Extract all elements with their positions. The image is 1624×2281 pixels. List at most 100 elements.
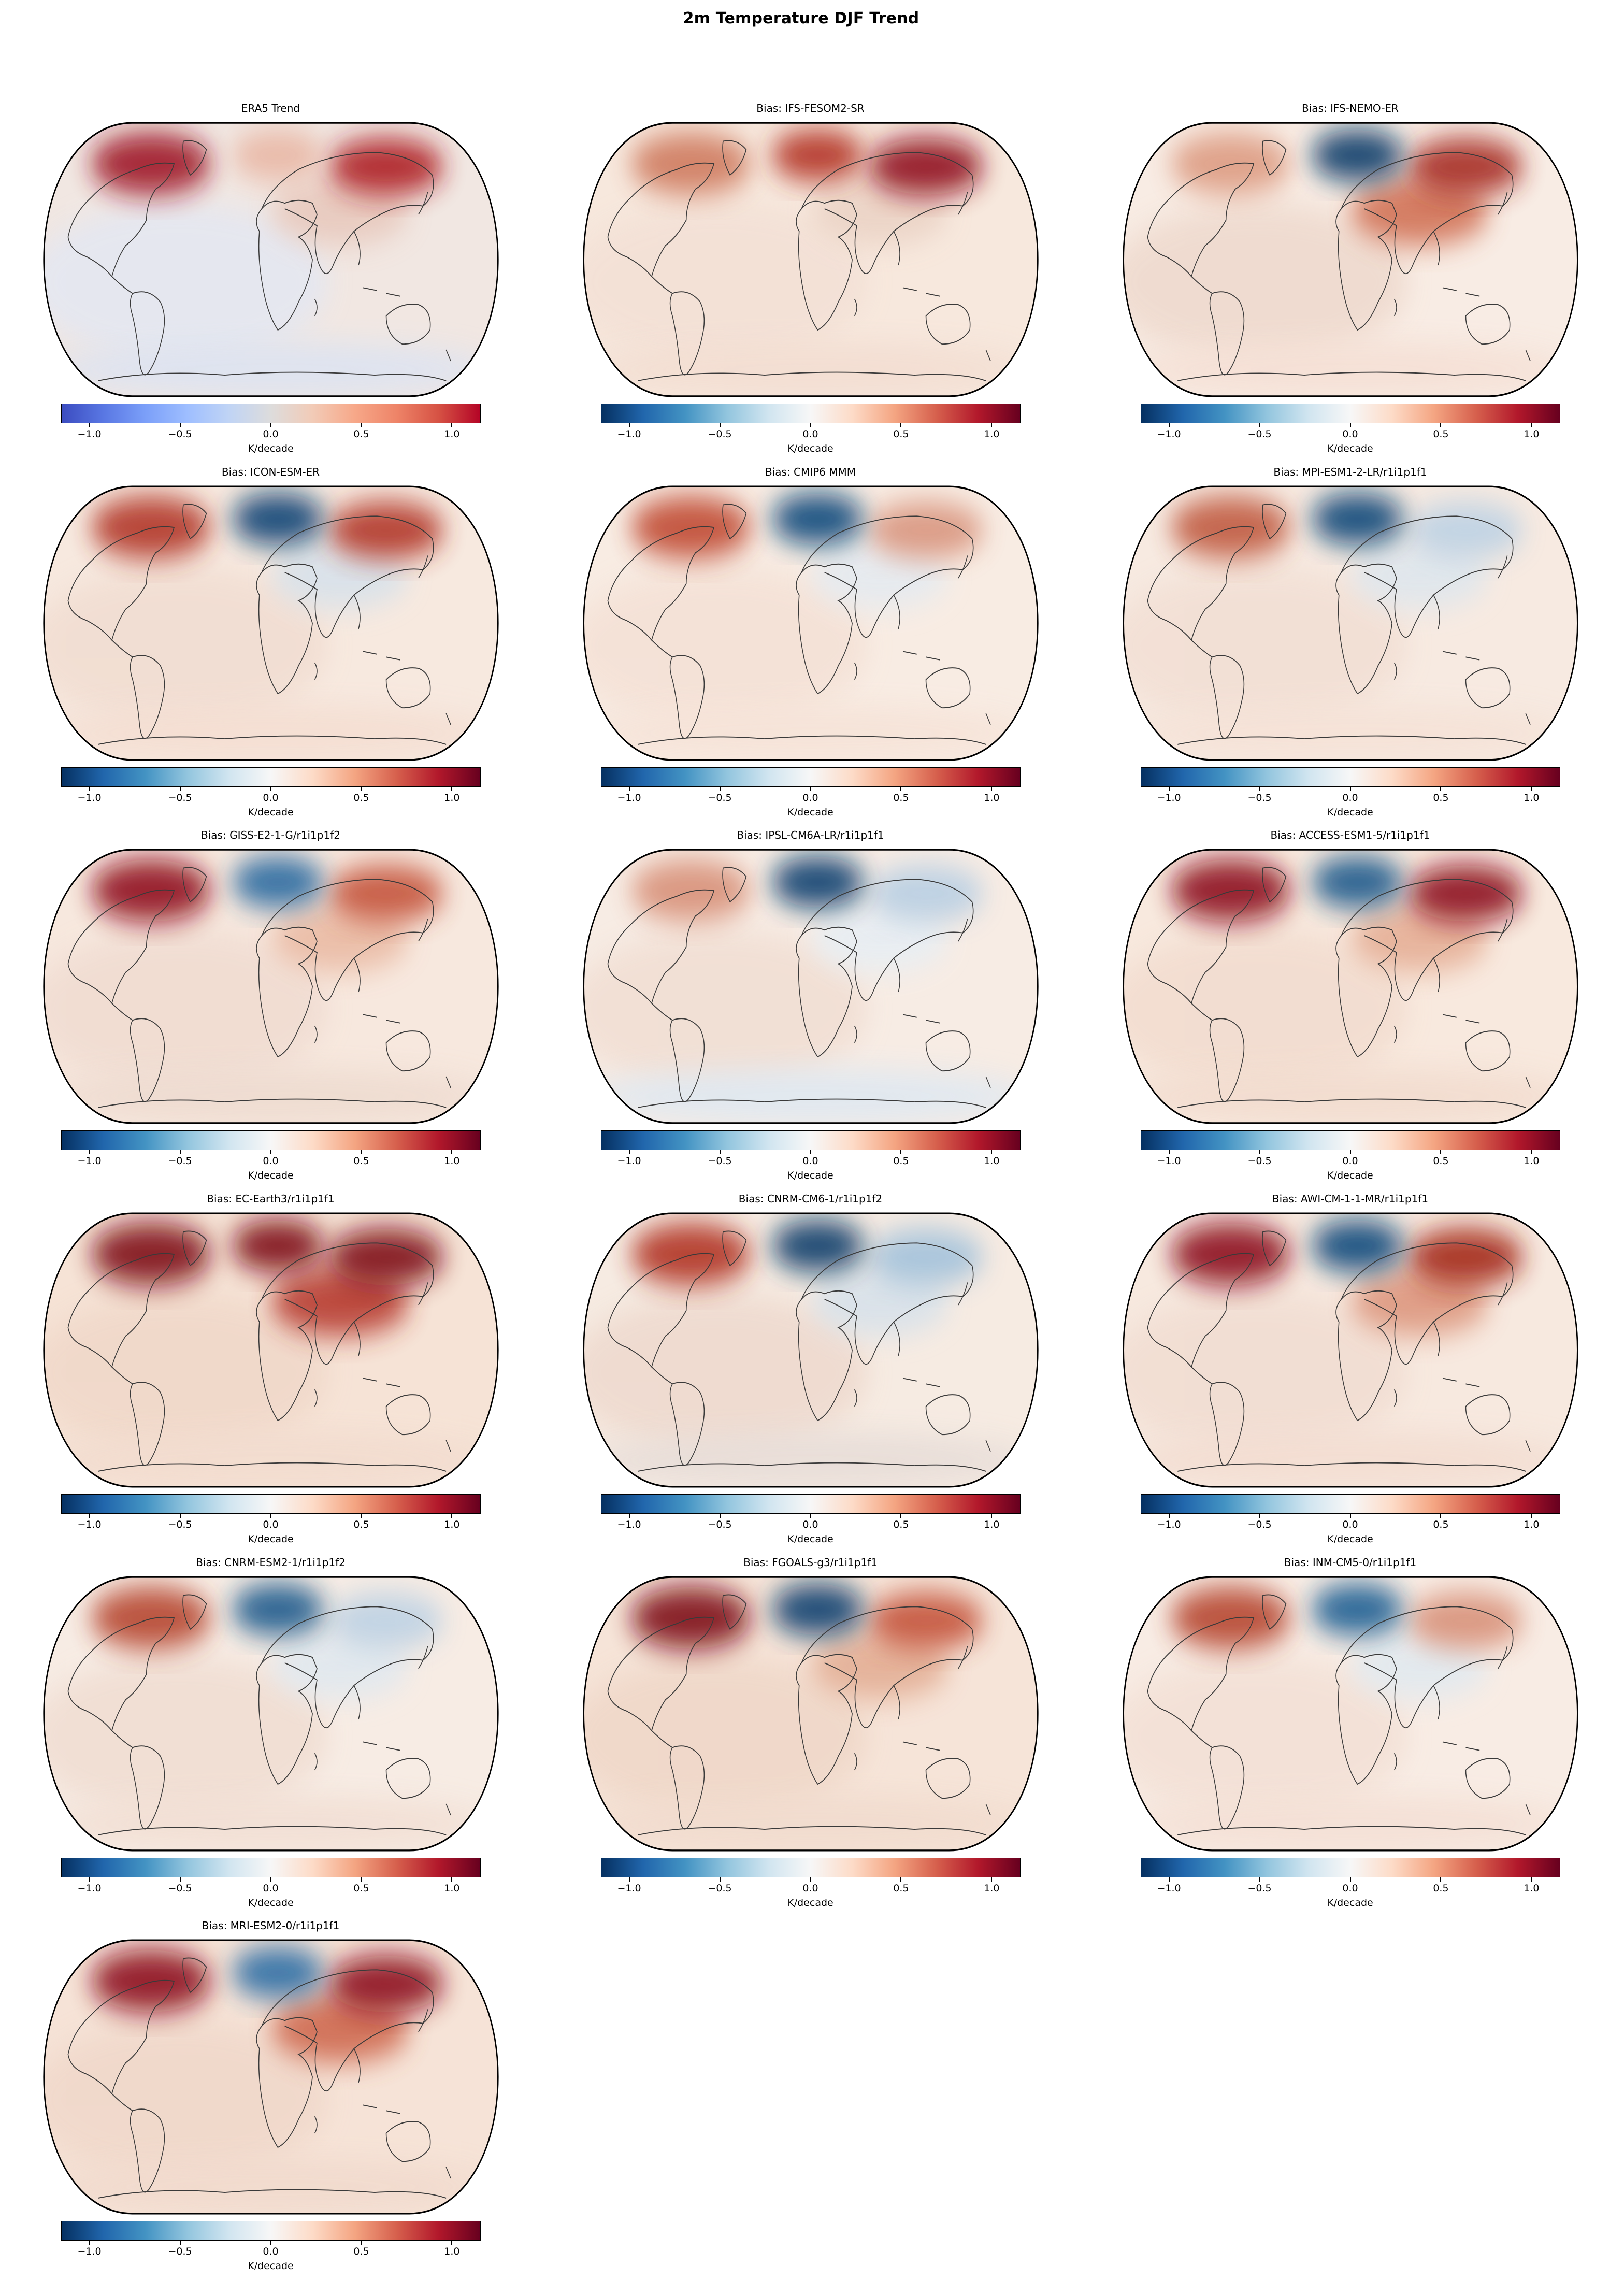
coastlines — [1147, 867, 1531, 1108]
map-outline — [42, 849, 499, 1124]
panel-title: Bias: ICON-ESM-ER — [221, 466, 320, 478]
colorbar-tick-mark — [1259, 787, 1260, 791]
colorbar-tick-mark — [361, 423, 362, 427]
colorbar-tick-mark — [628, 1514, 630, 1518]
map-outline — [42, 485, 499, 761]
colorbar-gradient — [1140, 1858, 1560, 1877]
colorbar-tick-label: 0.0 — [802, 1883, 818, 1894]
colorbar-tick-mark — [1259, 1514, 1260, 1518]
colorbar-tick-mark — [1168, 1150, 1170, 1154]
colorbar-tick-label: 1.0 — [1524, 428, 1540, 440]
colorbar-tick-label: 0.0 — [263, 2246, 279, 2257]
colorbar-tick-label: 0.5 — [893, 1155, 909, 1167]
colorbar-tick-mark — [1440, 423, 1442, 427]
coastlines — [67, 1230, 451, 1472]
colorbar-tick-mark — [179, 423, 181, 427]
colorbar-tick-mark — [719, 1514, 721, 1518]
coastlines — [1147, 1230, 1531, 1472]
coastlines — [1147, 140, 1531, 381]
colorbar-ticks: −1.0 −0.5 0.0 0.5 1.0 — [1141, 1150, 1560, 1169]
colorbar-unit-label: K/decade — [787, 807, 833, 818]
map-outline — [42, 1576, 499, 1852]
panel-title: ERA5 Trend — [241, 102, 300, 114]
colorbar-tick-label: 1.0 — [1524, 792, 1540, 804]
colorbar-gradient — [600, 1858, 1021, 1877]
colorbar-tick-mark — [89, 1877, 90, 1882]
colorbar-gradient — [1140, 767, 1560, 787]
colorbar-unit-label: K/decade — [787, 1170, 833, 1181]
panel-title: Bias: FGOALS-g3/r1i1p1f1 — [743, 1556, 878, 1569]
map-outline — [1122, 1576, 1578, 1852]
map-panel: Bias: IFS-FESOM2-SR −1.0 −0.5 0.0 0.5 1.0 K/… — [540, 101, 1081, 460]
map-outline — [582, 122, 1039, 397]
colorbar-tick-mark — [991, 1877, 993, 1882]
colorbar-tick-mark — [1531, 1150, 1532, 1154]
colorbar-tick-label: −1.0 — [617, 428, 641, 440]
colorbar-tick-mark — [89, 787, 90, 791]
map-outline — [42, 1939, 499, 2215]
colorbar-tick-label: 0.0 — [802, 428, 818, 440]
colorbar-tick-label: 1.0 — [1524, 1155, 1540, 1167]
panel-title: Bias: CNRM-ESM2-1/r1i1p1f2 — [196, 1556, 346, 1569]
colorbar-tick-label: 1.0 — [444, 428, 460, 440]
temperature-field — [44, 1940, 498, 2214]
colorbar: −1.0 −0.5 0.0 0.5 1.0 K/decade — [1140, 1130, 1560, 1181]
colorbar-tick-mark — [900, 1514, 902, 1518]
coastlines — [607, 867, 991, 1108]
colorbar-tick-label: −1.0 — [1157, 1155, 1181, 1167]
panel-title: Bias: IFS-NEMO-ER — [1302, 102, 1399, 114]
panel-title: Bias: IFS-FESOM2-SR — [756, 102, 865, 114]
colorbar-gradient — [61, 1130, 481, 1150]
colorbar-tick-label: −1.0 — [617, 1519, 641, 1530]
colorbar-tick-label: −0.5 — [1247, 1519, 1272, 1530]
colorbar-tick-mark — [451, 1877, 453, 1882]
coastlines — [607, 1230, 991, 1472]
colorbar-tick-mark — [810, 1877, 811, 1882]
colorbar-tick-mark — [1349, 1877, 1351, 1882]
colorbar-unit-label: K/decade — [248, 1897, 294, 1909]
colorbar-unit-label: K/decade — [1327, 1897, 1373, 1909]
world-map-svg — [1122, 122, 1578, 397]
coastlines — [67, 504, 451, 745]
world-map — [1120, 482, 1581, 764]
colorbar: −1.0 −0.5 0.0 0.5 1.0 K/decade — [600, 767, 1021, 818]
world-map — [580, 119, 1041, 400]
colorbar: −1.0 −0.5 0.0 0.5 1.0 K/decade — [61, 1858, 481, 1909]
map-panel: Bias: EC-Earth3/r1i1p1f1 −1.0 −0.5 0.0 0.5 1… — [0, 1192, 541, 1550]
colorbar-unit-label: K/decade — [248, 1170, 294, 1181]
map-panel: Bias: IPSL-CM6A-LR/r1i1p1f1 −1.0 −0.5 0.0 0… — [540, 828, 1081, 1186]
colorbar-tick-label: −1.0 — [1157, 428, 1181, 440]
coastlines — [67, 140, 451, 381]
colorbar-tick-mark — [451, 1514, 453, 1518]
colorbar: −1.0 −0.5 0.0 0.5 1.0 K/decade — [61, 1130, 481, 1181]
colorbar-tick-mark — [89, 1514, 90, 1518]
colorbar-tick-label: −1.0 — [1157, 1883, 1181, 1894]
colorbar-tick-label: −1.0 — [77, 1519, 102, 1530]
colorbar-unit-label: K/decade — [1327, 1170, 1373, 1181]
colorbar-tick-label: 1.0 — [984, 1883, 1000, 1894]
colorbar-unit-label: K/decade — [787, 1897, 833, 1909]
colorbar-ticks: −1.0 −0.5 0.0 0.5 1.0 — [61, 787, 481, 806]
world-map — [40, 1573, 501, 1855]
colorbar-ticks: −1.0 −0.5 0.0 0.5 1.0 — [601, 787, 1021, 806]
map-panel: Bias: CNRM-ESM2-1/r1i1p1f2 −1.0 −0.5 0.0 0.… — [0, 1555, 541, 1914]
colorbar-ticks: −1.0 −0.5 0.0 0.5 1.0 — [61, 1150, 481, 1169]
map-panel: Bias: ACCESS-ESM1-5/r1i1p1f1 −1.0 −0.5 0.0… — [1080, 828, 1621, 1186]
colorbar: −1.0 −0.5 0.0 0.5 1.0 K/decade — [61, 767, 481, 818]
colorbar-tick-label: −1.0 — [77, 2246, 102, 2257]
world-map — [1120, 119, 1581, 400]
colorbar-tick-label: 1.0 — [984, 792, 1000, 804]
colorbar-tick-mark — [900, 1877, 902, 1882]
coastlines — [67, 867, 451, 1108]
colorbar-tick-mark — [361, 2241, 362, 2245]
map-outline — [582, 485, 1039, 761]
colorbar-tick-mark — [991, 423, 993, 427]
colorbar-tick-label: −0.5 — [708, 1519, 732, 1530]
colorbar-tick-mark — [1349, 1514, 1351, 1518]
colorbar-tick-label: −1.0 — [77, 1883, 102, 1894]
map-panel: Bias: IFS-NEMO-ER −1.0 −0.5 0.0 0.5 1.0 K/de… — [1080, 101, 1621, 460]
colorbar-tick-label: −1.0 — [77, 792, 102, 804]
colorbar-tick-mark — [628, 423, 630, 427]
world-map-svg — [1122, 1576, 1578, 1852]
colorbar: −1.0 −0.5 0.0 0.5 1.0 K/decade — [1140, 767, 1560, 818]
